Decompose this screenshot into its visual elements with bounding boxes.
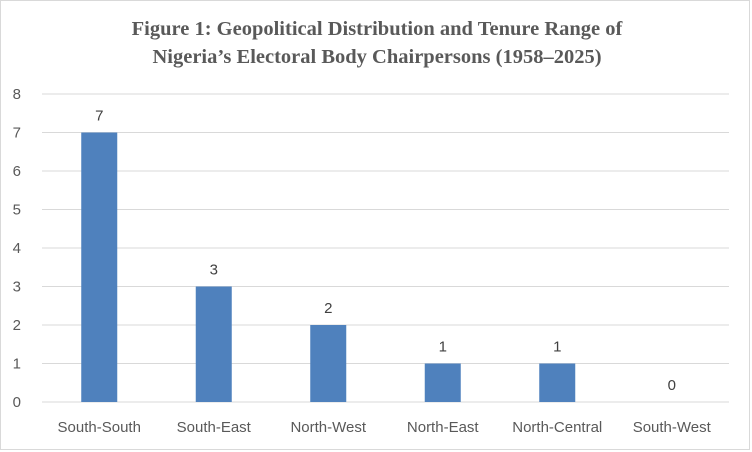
x-tick-label-2: North-West <box>290 419 366 436</box>
x-tick-label-3: North-East <box>407 419 480 436</box>
y-tick-label-5: 5 <box>13 202 21 219</box>
bar-0 <box>81 132 118 402</box>
y-tick-label-8: 8 <box>13 86 21 103</box>
bar-4 <box>539 363 576 402</box>
y-tick-label-0: 0 <box>13 394 21 411</box>
chart-title: Figure 1: Geopolitical Distribution and … <box>1 15 752 71</box>
x-tick-label-4: North-Central <box>512 419 602 436</box>
chart-title-line-2: Nigeria’s Electoral Body Chairpersons (1… <box>152 46 602 68</box>
bar-3 <box>424 363 461 402</box>
y-tick-label-7: 7 <box>13 125 21 142</box>
x-tick-label-1: South-East <box>177 419 252 436</box>
y-tick-label-4: 4 <box>13 240 21 257</box>
data-label-3: 1 <box>439 339 447 356</box>
bar-1 <box>195 286 232 402</box>
y-tick-label-6: 6 <box>13 163 21 180</box>
x-tick-label-0: South-South <box>58 419 141 436</box>
y-tick-label-3: 3 <box>13 279 21 296</box>
data-label-0: 7 <box>95 108 103 125</box>
x-tick-label-5: South-West <box>633 419 712 436</box>
data-label-1: 3 <box>210 262 218 279</box>
chart-title-line-1: Figure 1: Geopolitical Distribution and … <box>131 18 623 40</box>
y-tick-label-1: 1 <box>13 356 21 373</box>
data-label-4: 1 <box>553 339 561 356</box>
y-tick-label-2: 2 <box>13 317 21 334</box>
data-label-5: 0 <box>668 377 676 394</box>
data-label-2: 2 <box>324 300 332 317</box>
bar-2 <box>310 325 347 402</box>
